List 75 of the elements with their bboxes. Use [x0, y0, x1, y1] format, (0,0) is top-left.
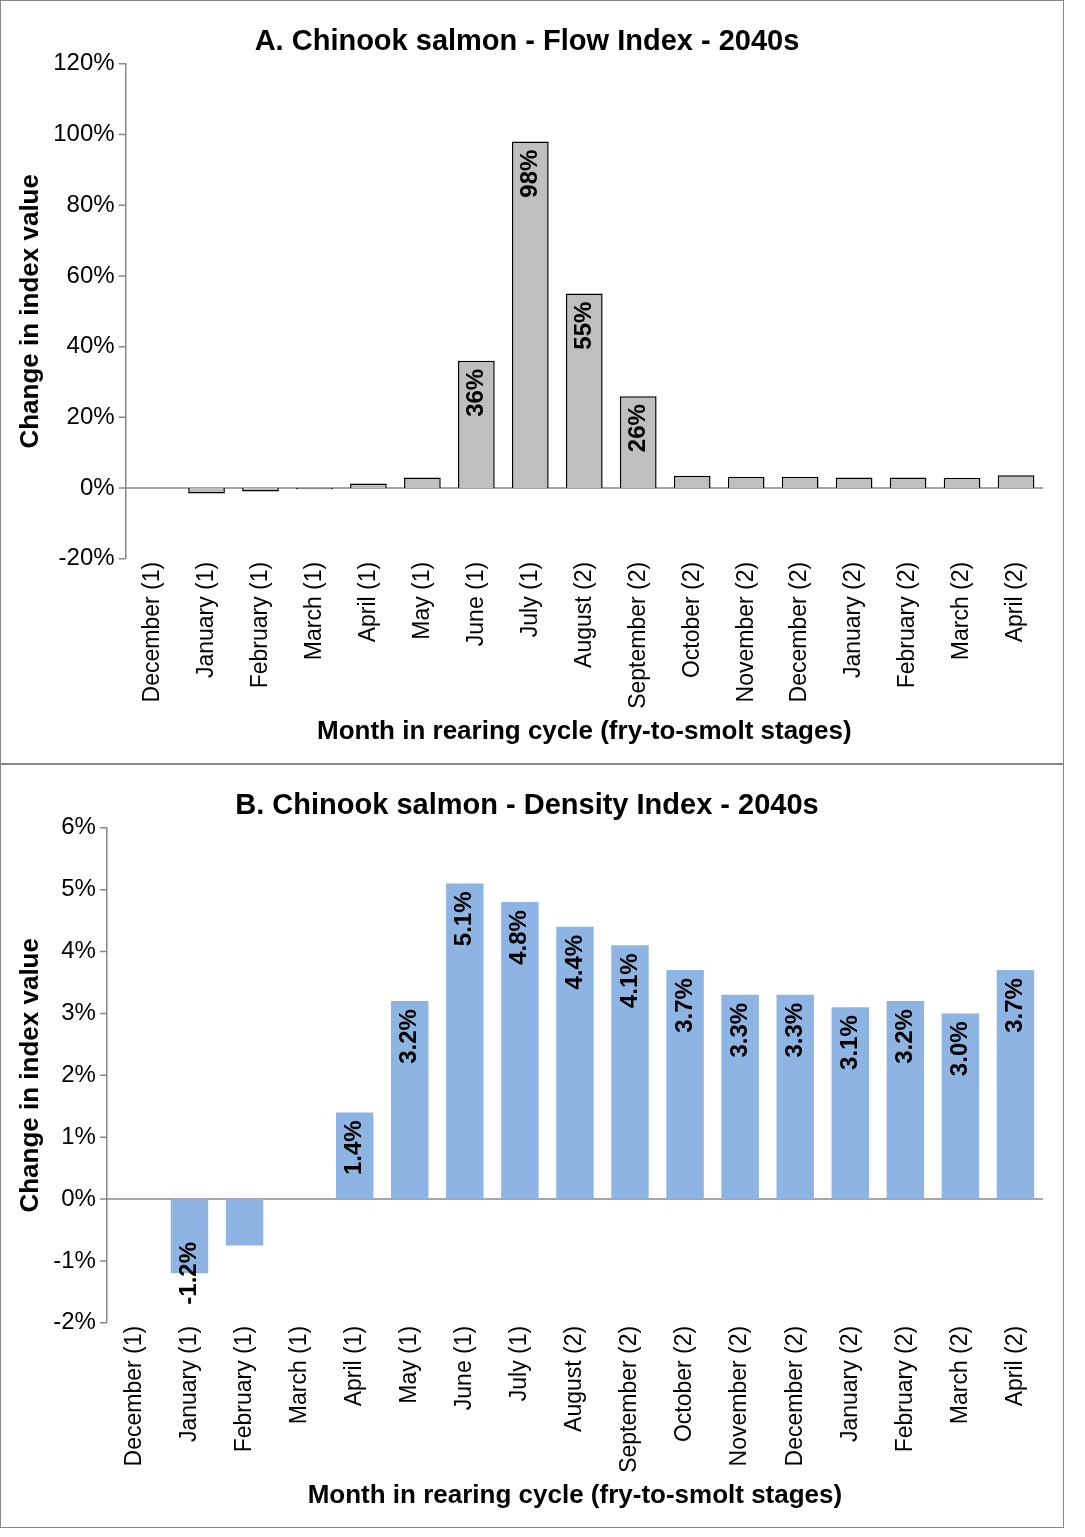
x-tick-label: July (1) — [505, 1325, 532, 1402]
data-label: 3.2% — [889, 1009, 917, 1064]
data-label: 4.8% — [504, 910, 532, 965]
data-label: 4.1% — [614, 953, 642, 1009]
x-tick-label: May (1) — [407, 561, 434, 640]
data-label: 3.7% — [1000, 978, 1028, 1033]
x-tick-label: November (2) — [731, 561, 758, 703]
data-label: 3.2% — [394, 1009, 422, 1064]
x-tick-label: December (1) — [137, 561, 164, 703]
data-label: 3.3% — [779, 1002, 807, 1058]
x-tick-label: March (2) — [947, 561, 974, 661]
data-label: 98% — [514, 149, 542, 198]
x-tick-label: May (1) — [395, 1325, 422, 1404]
data-label: 1.4% — [339, 1120, 367, 1176]
x-tick-label: October (2) — [670, 1325, 697, 1443]
x-axis-title: Month in rearing cycle (fry-to-smolt stages) — [317, 714, 852, 745]
y-tick-label: 20% — [66, 401, 115, 429]
y-tick-label: 80% — [66, 189, 115, 217]
y-tick-label: 4% — [61, 936, 96, 964]
x-tick-label: October (2) — [677, 561, 704, 679]
y-tick-label: -1% — [53, 1245, 96, 1273]
y-tick-label: 0% — [61, 1183, 96, 1211]
x-tick-label: March (1) — [284, 1325, 311, 1425]
y-tick-label: 60% — [66, 260, 115, 288]
x-tick-label: January (1) — [174, 1325, 201, 1443]
x-tick-label: January (1) — [191, 561, 218, 679]
chart-title: B. Chinook salmon - Density Index - 2040s — [235, 788, 819, 821]
y-tick-label: 120% — [53, 48, 115, 76]
y-tick-label: 40% — [66, 331, 115, 359]
data-label: 26% — [622, 404, 650, 453]
y-tick-label: 1% — [61, 1121, 96, 1149]
x-tick-label: June (1) — [461, 561, 488, 647]
x-tick-label: August (2) — [569, 561, 596, 668]
data-label: 55% — [568, 301, 596, 350]
x-tick-label: February (1) — [229, 1325, 256, 1453]
y-tick-label: 5% — [61, 874, 96, 902]
x-tick-label: January (2) — [835, 1325, 862, 1443]
x-tick-label: February (1) — [245, 561, 272, 689]
x-tick-label: January (2) — [839, 561, 866, 679]
data-label: 3.7% — [669, 978, 697, 1033]
data-label: 3.1% — [834, 1015, 862, 1070]
x-tick-label: July (1) — [515, 561, 542, 638]
x-tick-label: September (2) — [615, 1325, 642, 1473]
x-tick-label: March (2) — [945, 1325, 972, 1425]
data-label: 36% — [460, 368, 488, 417]
x-tick-label: April (1) — [353, 561, 380, 643]
x-tick-label: March (1) — [299, 561, 326, 661]
x-tick-label: June (1) — [450, 1325, 477, 1411]
y-tick-label: 0% — [79, 472, 115, 500]
x-tick-label: April (2) — [1001, 561, 1028, 643]
x-tick-label: February (2) — [890, 1325, 917, 1453]
x-tick-label: August (2) — [560, 1325, 587, 1432]
chart-title: A. Chinook salmon - Flow Index - 2040s — [254, 24, 800, 57]
data-label: 4.4% — [559, 934, 587, 990]
x-tick-label: December (2) — [780, 1325, 807, 1467]
y-tick-label: 6% — [61, 812, 96, 840]
x-tick-label: February (2) — [893, 561, 920, 689]
x-tick-label: April (1) — [340, 1325, 367, 1407]
y-tick-label: 3% — [61, 998, 96, 1026]
x-axis-title: Month in rearing cycle (fry-to-smolt stages) — [307, 1478, 843, 1509]
y-tick-label: -2% — [53, 1307, 96, 1335]
x-tick-label: December (2) — [785, 561, 812, 703]
data-label: 3.0% — [945, 1021, 973, 1077]
data-label: 5.1% — [449, 891, 477, 947]
x-tick-label: September (2) — [623, 561, 650, 709]
data-label: 3.3% — [724, 1002, 752, 1058]
x-tick-label: December (1) — [119, 1325, 146, 1467]
y-axis-title: Change in index value — [13, 174, 44, 449]
y-axis-title: Change in index value — [13, 938, 44, 1213]
x-tick-label: November (2) — [725, 1325, 752, 1467]
y-tick-label: -20% — [58, 543, 115, 571]
y-tick-label: 100% — [53, 119, 115, 147]
data-label: -1.2% — [174, 1241, 202, 1305]
y-tick-label: 2% — [61, 1059, 96, 1087]
x-tick-label: April (2) — [1000, 1325, 1027, 1407]
